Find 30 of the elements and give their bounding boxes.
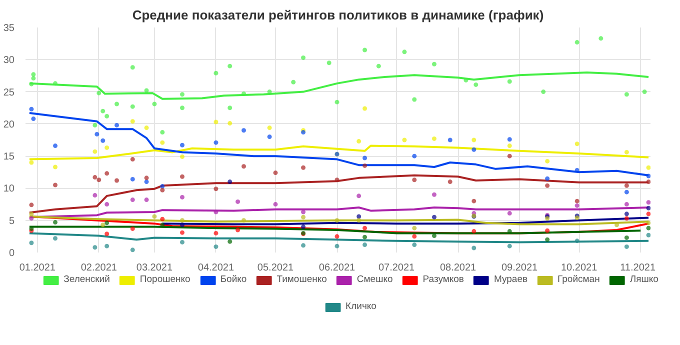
x-tick-label: 11.2021 bbox=[620, 262, 656, 274]
x-tick-label: 02.2021 bbox=[80, 262, 118, 274]
x-tick-label: 04.2021 bbox=[198, 262, 234, 274]
x-tick-label: 06.2021 bbox=[318, 262, 356, 274]
y-tick-label: 0 bbox=[8, 248, 15, 259]
legend-label: Ляшко bbox=[630, 274, 658, 285]
x-tick-label: 01.2021 bbox=[19, 262, 56, 274]
legend-label: Разумков bbox=[422, 274, 464, 285]
y-tick-label: 15 bbox=[3, 152, 15, 163]
y-tick-label: 5 bbox=[8, 216, 15, 227]
x-tick-label: 08.2021 bbox=[440, 262, 477, 274]
x-tick-label: 03.2021 bbox=[136, 262, 173, 274]
legend-label: Порошенко bbox=[140, 274, 190, 285]
legend-label: Бойко bbox=[220, 274, 247, 285]
y-tick-label: 30 bbox=[3, 55, 15, 66]
legend-label: Смешко bbox=[356, 274, 393, 285]
y-tick-label: 20 bbox=[3, 119, 15, 130]
y-tick-label: 25 bbox=[3, 87, 15, 98]
x-tick-label: 05.2021 bbox=[257, 262, 294, 274]
y-tick-label: 10 bbox=[3, 184, 15, 195]
x-tick-label: 07.2021 bbox=[378, 262, 416, 274]
legend-label: Мураев bbox=[494, 274, 528, 285]
chart-title: Средние показатели рейтингов политиков в динамике (график) bbox=[132, 8, 544, 22]
x-tick-label: 09.2021 bbox=[501, 262, 538, 274]
legend-label: Гройсман bbox=[558, 274, 600, 285]
legend-label: Тимошенко bbox=[276, 274, 327, 285]
y-tick-label: 35 bbox=[3, 23, 15, 34]
legend-label: Кличко bbox=[346, 301, 376, 312]
legend-label: Зеленский bbox=[64, 274, 110, 285]
x-tick-label: 10.2021 bbox=[561, 262, 598, 274]
